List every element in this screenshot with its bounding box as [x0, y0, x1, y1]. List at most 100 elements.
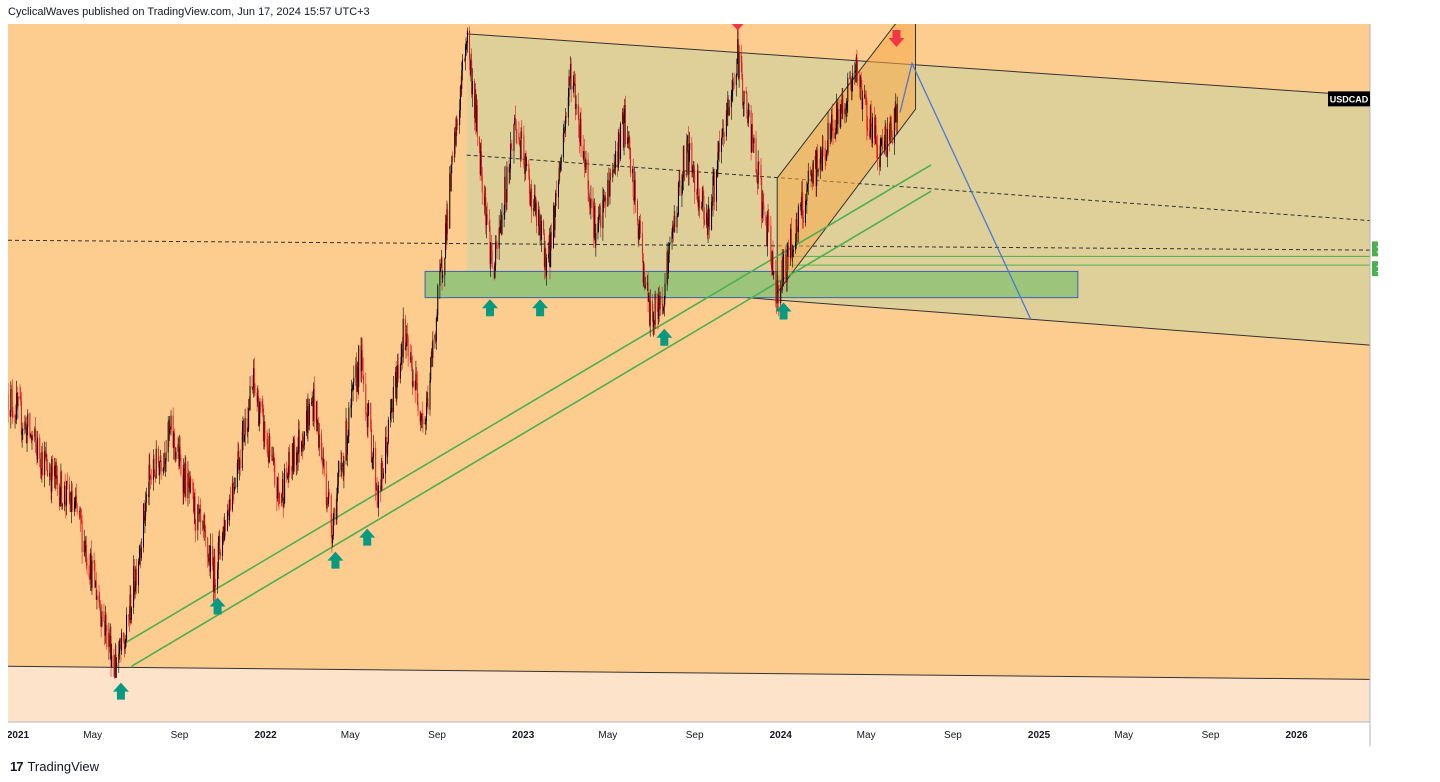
candle-body: [437, 285, 439, 315]
candle-body: [682, 146, 684, 178]
candle-body: [373, 447, 375, 457]
candle-body: [294, 439, 296, 466]
candle-body: [116, 662, 118, 668]
candle-body: [896, 103, 898, 123]
candle-body: [841, 95, 843, 114]
candle-body: [520, 131, 522, 160]
candle-body: [272, 455, 274, 462]
candle-body: [222, 532, 224, 556]
candle-body: [302, 443, 304, 449]
candle-body: [303, 443, 305, 446]
candle-body: [662, 305, 664, 311]
candle-body: [504, 176, 506, 213]
candle-body: [481, 175, 483, 193]
candle-body: [778, 285, 780, 304]
candle-body: [340, 462, 342, 471]
chart-svg[interactable]: CAD1.390001.380001.370001.360001.350001.…: [7, 0, 1417, 746]
candle-body: [267, 444, 269, 455]
candle-body: [114, 654, 116, 678]
candle-body: [441, 258, 443, 279]
candle-body: [819, 158, 821, 170]
candle-body: [451, 156, 453, 165]
candle-body: [66, 480, 68, 485]
candle-body: [106, 625, 108, 647]
candle-body: [464, 59, 466, 61]
candle-body: [440, 258, 442, 267]
candle-body: [229, 499, 231, 510]
candle-body: [565, 115, 567, 131]
candle-body: [562, 133, 564, 158]
candle-body: [217, 569, 219, 588]
candle-body: [752, 124, 754, 143]
candle-body: [421, 413, 423, 419]
candle-body: [449, 174, 451, 192]
candle-body: [575, 104, 577, 110]
candle-body: [860, 76, 862, 89]
candle-body: [150, 475, 152, 479]
candle-body: [674, 215, 676, 228]
candle-body: [164, 453, 166, 464]
x-tick-label: 2021: [8, 730, 30, 741]
candle-body: [658, 295, 660, 310]
candle-body: [811, 174, 813, 177]
x-tick-label: May: [1114, 730, 1133, 741]
candle-body: [417, 402, 419, 412]
candle-body: [678, 180, 680, 183]
candle-body: [298, 429, 300, 452]
candle-body: [839, 108, 841, 127]
candle-body: [274, 463, 276, 486]
candle-body: [44, 451, 46, 476]
candle-body: [807, 170, 809, 184]
x-tick-label: 2022: [254, 730, 277, 741]
candle-body: [30, 434, 32, 437]
candle-body: [791, 249, 793, 257]
candle-body: [595, 233, 597, 244]
candle-body: [387, 442, 389, 457]
candle-body: [496, 243, 498, 249]
candle-body: [598, 216, 600, 224]
candle-body: [795, 242, 797, 250]
candle-body: [212, 546, 214, 566]
candle-body: [278, 493, 280, 498]
candle-body: [227, 510, 229, 512]
candle-body: [80, 519, 82, 522]
candle-body: [366, 414, 368, 428]
candle-body: [251, 385, 253, 388]
candle-body: [890, 121, 892, 125]
candle-body: [59, 484, 61, 507]
candle-body: [174, 433, 176, 448]
candle-body: [119, 640, 121, 654]
candle-body: [612, 169, 614, 173]
candle-body: [337, 471, 339, 486]
candle-body: [583, 151, 585, 159]
candle-body: [361, 350, 363, 358]
candle-body: [557, 181, 559, 198]
trendline-1: [131, 190, 932, 667]
candle-body: [790, 228, 792, 258]
price-chart[interactable]: CAD1.390001.380001.370001.360001.350001.…: [7, 0, 1417, 746]
candle-body: [16, 393, 18, 407]
candle-body: [412, 381, 414, 387]
candle-body: [615, 151, 617, 168]
candle-body: [90, 553, 92, 580]
candle-body: [123, 641, 125, 650]
candle-body: [696, 170, 698, 195]
candle-body: [525, 153, 527, 166]
candle-body: [529, 175, 531, 195]
candle-body: [884, 126, 886, 142]
candle-body: [140, 548, 142, 559]
candle-body: [881, 138, 883, 150]
time-axis-background: [8, 722, 1378, 746]
candle-body: [582, 145, 584, 159]
candle-body: [728, 98, 730, 116]
candle-body: [129, 594, 131, 621]
candle-body: [521, 131, 523, 136]
candle-body: [459, 86, 461, 110]
candle-body: [534, 194, 536, 212]
candle-body: [169, 428, 171, 430]
candle-body: [382, 473, 384, 479]
candle-body: [419, 411, 421, 422]
candle-body: [219, 552, 221, 556]
candle-body: [643, 271, 645, 283]
candle-body: [800, 205, 802, 216]
